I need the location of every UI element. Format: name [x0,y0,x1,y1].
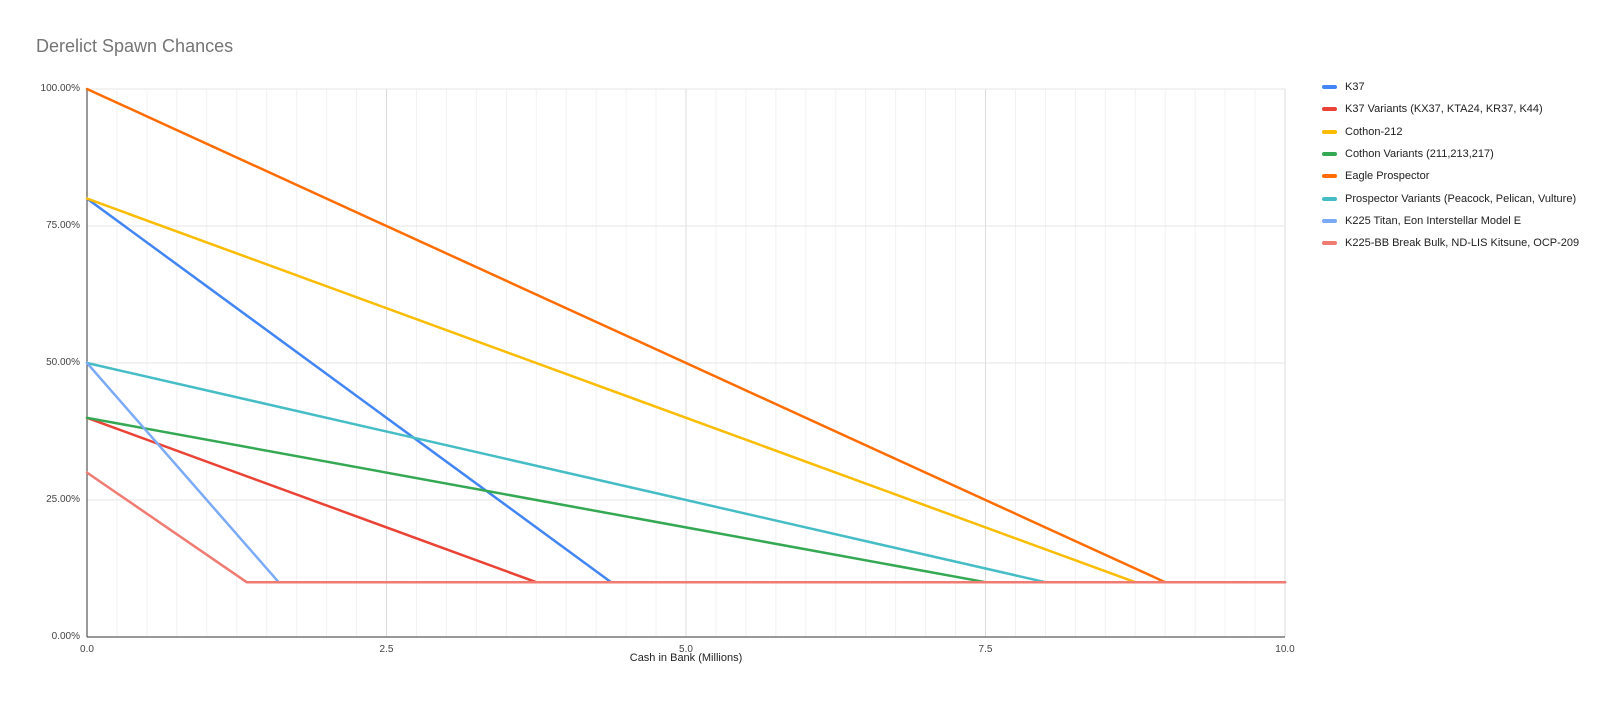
legend-label: K225 Titan, Eon Interstellar Model E [1345,214,1522,227]
legend-swatch-icon [1322,218,1337,223]
x-tick-label: 0.0 [80,644,94,655]
y-tick-label: 100.00% [40,83,80,94]
legend-swatch-icon [1322,196,1337,201]
legend-label: Cothon-212 [1345,125,1403,138]
legend-swatch-icon [1322,85,1337,89]
y-tick-label: 25.00% [46,494,80,505]
legend-label: K37 [1345,81,1365,93]
legend-label: K225-BB Break Bulk, ND-LIS Kitsune, OCP-… [1345,237,1580,250]
y-tick-label: 50.00% [46,357,80,368]
legend-item-3[interactable]: Cothon Variants (211,213,217) [1322,147,1494,161]
legend-swatch-icon [1322,241,1337,246]
legend-item-6[interactable]: K225 Titan, Eon Interstellar Model E [1322,214,1521,228]
y-tick-label: 75.00% [46,220,80,231]
legend-item-5[interactable]: Prospector Variants (Peacock, Pelican, V… [1322,192,1576,206]
legend-item-7[interactable]: K225-BB Break Bulk, ND-LIS Kitsune, OCP-… [1322,236,1579,250]
legend-item-2[interactable]: Cothon-212 [1322,125,1403,139]
series-line-7[interactable] [85,471,1287,584]
legend-label: Eagle Prospector [1345,170,1430,183]
legend-swatch-icon [1322,129,1337,134]
x-tick-label: 10.0 [1275,644,1295,655]
x-tick-label: 2.5 [379,644,394,655]
chart-title: Derelict Spawn Chances [36,36,234,56]
legend-label: Prospector Variants (Peacock, Pelican, V… [1345,192,1577,205]
x-axis-title: Cash in Bank (Millions) [629,652,743,664]
legend-swatch-icon [1322,151,1337,156]
legend-swatch-icon [1322,107,1337,112]
legend-item-0[interactable]: K37 [1322,80,1365,94]
legend-label: K37 Variants (KX37, KTA24, KR37, K44) [1345,103,1543,116]
legend-item-4[interactable]: Eagle Prospector [1322,169,1429,183]
legend-swatch-icon [1322,174,1337,179]
y-tick-label: 0.00% [51,631,80,642]
x-tick-label: 7.5 [978,644,993,655]
legend-item-1[interactable]: K37 Variants (KX37, KTA24, KR37, K44) [1322,102,1543,116]
x-tick-label: 5.0 [679,644,693,655]
legend-label: Cothon Variants (211,213,217) [1345,147,1494,160]
